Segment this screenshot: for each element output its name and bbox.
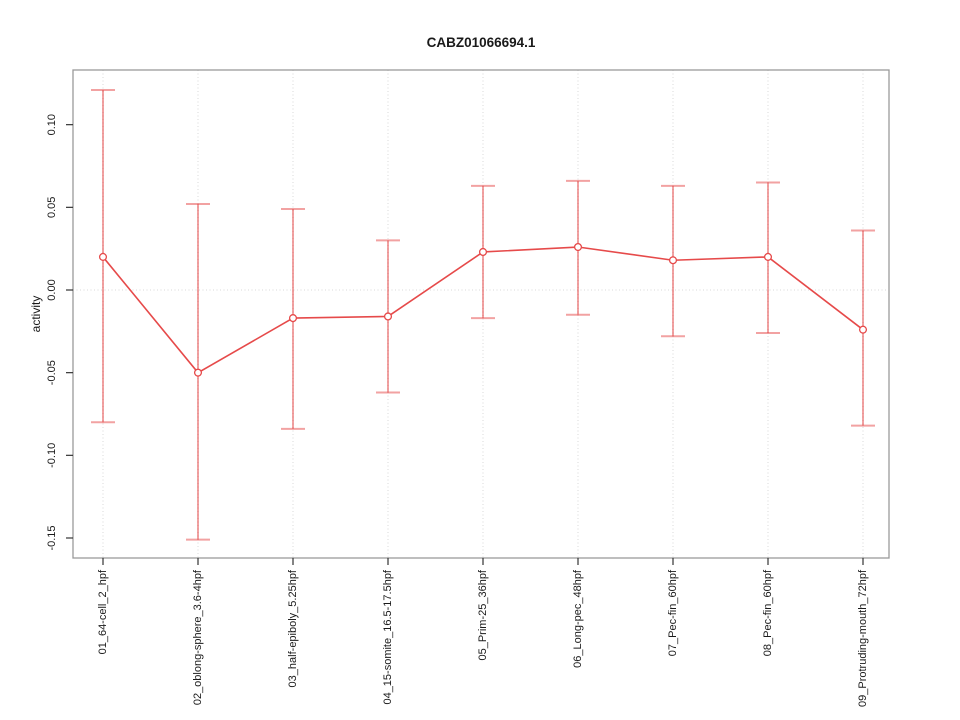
y-tick-label: 0.10 [46, 114, 58, 135]
plot-area: -0.15 -0.10 -0.05 0.00 0.05 0.10 01_64-cell_2_… [46, 69, 890, 707]
plot-frame [72, 69, 890, 559]
x-tick-label: 08_Pec-fin_60hpf [762, 569, 774, 656]
data-point [383, 312, 393, 321]
data-point [193, 368, 203, 377]
y-axis-label: activity [29, 296, 43, 333]
x-tick-label: 04_15-somite_16.5-17.5hpf [382, 569, 394, 704]
data-point [98, 252, 108, 261]
x-tick-label: 01_64-cell_2_hpf [97, 569, 109, 654]
data-point [478, 247, 488, 257]
y-tick-label: 0.00 [46, 279, 58, 300]
y-tick-label: -0.05 [46, 360, 58, 385]
y-tick-label: -0.15 [46, 525, 58, 550]
data-point [573, 242, 583, 252]
data-point [763, 252, 773, 261]
x-tick-label: 06_Long-pec_48hpf [572, 569, 584, 668]
data-point [668, 256, 678, 265]
x-tick-label: 05_Prim-25_36hpf [477, 569, 489, 660]
x-tick-label: 03_half-epiboly_5.25hpf [287, 569, 299, 687]
x-tick-label: 09_Protruding-mouth_72hpf [857, 569, 869, 707]
y-tick-label: 0.05 [46, 197, 58, 218]
data-point [858, 325, 868, 334]
y-tick-label: -0.10 [46, 443, 58, 468]
x-tick-label: 02_oblong-sphere_3.6-4hpf [192, 569, 204, 705]
x-tick-label: 07_Pec-fin_60hpf [667, 569, 679, 656]
data-point [288, 314, 298, 323]
chart-title: CABZ01066694.1 [427, 35, 536, 50]
